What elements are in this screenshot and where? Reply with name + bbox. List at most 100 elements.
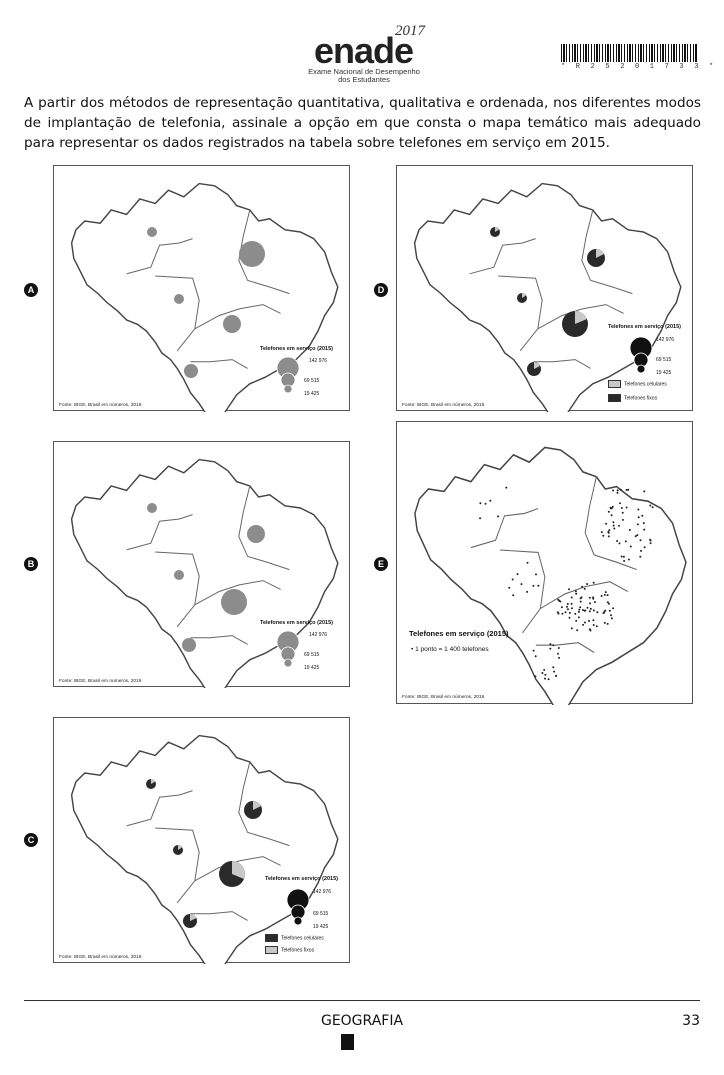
option-e-dot	[553, 670, 556, 673]
option-c-source: Fonte: IBGE, Brasil em números, 2016	[59, 955, 142, 960]
option-e-dot	[520, 583, 523, 586]
option-e-dot	[557, 652, 559, 655]
logo-subtitle: Exame Nacional de Desempenho dos Estudan…	[296, 68, 432, 84]
option-d-legend-swatch-dark: Telefones fixos	[608, 394, 657, 402]
option-e-dot	[511, 578, 514, 581]
option-c-map-svg	[70, 734, 339, 964]
option-e-dot	[616, 489, 619, 492]
option-e-dot	[606, 594, 609, 597]
option-e-dot	[593, 601, 596, 604]
option-e-map[interactable]: Telefones em serviço (2015) • 1 ponto = …	[396, 421, 693, 705]
option-e-dot	[608, 529, 611, 532]
option-e-dot	[600, 595, 603, 597]
logo-word: enade	[314, 30, 414, 71]
logo-subtitle-line-2: dos Estudantes	[338, 75, 390, 84]
option-e-dot	[544, 673, 547, 676]
option-e-dot	[558, 656, 561, 659]
logo-subtitle-line-1: Exame Nacional de Desempenho	[308, 67, 420, 76]
option-e-dot	[589, 607, 592, 610]
option-e-dot	[580, 596, 583, 599]
option-e-dot	[497, 515, 499, 518]
option-e-dot	[564, 611, 567, 614]
option-b-circle-northeast	[247, 525, 265, 543]
option-b-legend-value-1: 142 976	[309, 632, 328, 638]
option-e-dot	[636, 534, 639, 537]
option-e-dot	[583, 609, 586, 612]
option-e-dot	[639, 539, 642, 542]
option-b-legend-title: Telefones em serviço (2015)	[260, 620, 333, 626]
option-e-dot	[566, 608, 569, 611]
option-e-dot	[602, 534, 605, 537]
option-d-legend-value-3: 19 425	[656, 370, 672, 376]
option-e-dot	[637, 508, 640, 511]
option-c-legend-title: Telefones em serviço (2015)	[265, 876, 338, 882]
option-e-dot	[505, 486, 508, 489]
option-e-dot	[651, 506, 654, 509]
option-e-dot	[543, 668, 546, 671]
option-a-map[interactable]: Telefones em serviço (2015) 142 976 69 5…	[53, 165, 350, 412]
option-b-map[interactable]: Telefones em serviço (2015) 142 976 69 5…	[53, 441, 350, 688]
option-e-dot	[592, 619, 595, 622]
option-e-dot	[604, 609, 607, 612]
option-d-pie-northeast	[587, 249, 605, 267]
option-e-dot	[607, 510, 610, 513]
option-c-pie-midwest	[173, 845, 183, 855]
option-e-dot	[560, 606, 563, 609]
option-e-dot	[568, 611, 571, 614]
option-e-dot	[642, 522, 645, 525]
option-c-legend-circle-small	[293, 916, 303, 926]
option-d-legend-circle-small	[636, 364, 646, 374]
option-d-legend-value-1: 142 976	[656, 337, 675, 343]
option-b-circle-south	[182, 638, 196, 652]
option-d-letter[interactable]: D	[374, 283, 388, 297]
option-e-dot	[570, 602, 573, 605]
option-e-dot	[639, 555, 642, 558]
question-text: A partir dos métodos de representação qu…	[24, 95, 701, 151]
option-e-dot	[532, 584, 535, 587]
option-b-letter[interactable]: B	[24, 557, 38, 571]
option-c-map[interactable]: Telefones em serviço (2015) 142 976 69 5…	[53, 717, 350, 964]
barcode: * R 2 5 2 0 1 7 3 3 *	[561, 44, 713, 71]
option-e-dot	[566, 603, 569, 605]
option-e-dot	[574, 612, 577, 615]
option-c-letter[interactable]: C	[24, 833, 38, 847]
option-e-dot	[649, 539, 652, 542]
option-e-dot	[535, 573, 537, 576]
option-e-dot	[568, 588, 570, 591]
option-e-dot	[581, 585, 584, 588]
option-e-dot	[623, 559, 626, 562]
option-e-dot	[592, 609, 595, 612]
option-d-swatch-light-label: Telefones celulares	[624, 381, 667, 388]
option-e-dot	[556, 611, 559, 614]
option-e-dot	[649, 542, 652, 545]
option-e-dot	[649, 504, 652, 507]
option-c-pie-south	[183, 913, 197, 928]
option-e-dot	[628, 529, 631, 531]
option-c-swatch-dark	[265, 934, 278, 942]
option-e-dot	[621, 511, 624, 514]
option-c-legend-swatch-dark: Telefones celulares	[265, 934, 324, 942]
option-e-dot	[534, 655, 537, 658]
option-e-dot	[576, 629, 579, 632]
option-b-legend-value-2: 69 515	[304, 652, 320, 658]
option-b-circle-southeast	[221, 589, 247, 615]
option-a-circle-south	[184, 364, 198, 378]
option-c-legend-value-1: 142 976	[313, 889, 332, 895]
option-c-legend-swatch-light: Telefones fixos	[265, 946, 314, 954]
option-e-dot	[612, 524, 615, 527]
option-a-letter[interactable]: A	[24, 283, 38, 297]
option-e-dot	[577, 616, 580, 619]
option-d-map-svg	[413, 182, 682, 412]
option-b-legend-circle-small	[283, 658, 293, 668]
option-c-legend-value-2: 69 515	[313, 911, 329, 917]
option-e-letter[interactable]: E	[374, 557, 388, 571]
option-e-dot	[616, 491, 619, 494]
option-c-swatch-light	[265, 946, 278, 954]
option-a-legend-value-2: 69 515	[304, 378, 320, 384]
option-b-circle-midwest	[174, 570, 184, 580]
option-e-dot	[588, 620, 590, 622]
option-d-swatch-dark	[608, 394, 621, 402]
option-d-map[interactable]: Telefones em serviço (2015) 142 976 69 5…	[396, 165, 693, 412]
option-d-pie-north	[490, 227, 500, 237]
option-e-dot	[526, 561, 529, 564]
